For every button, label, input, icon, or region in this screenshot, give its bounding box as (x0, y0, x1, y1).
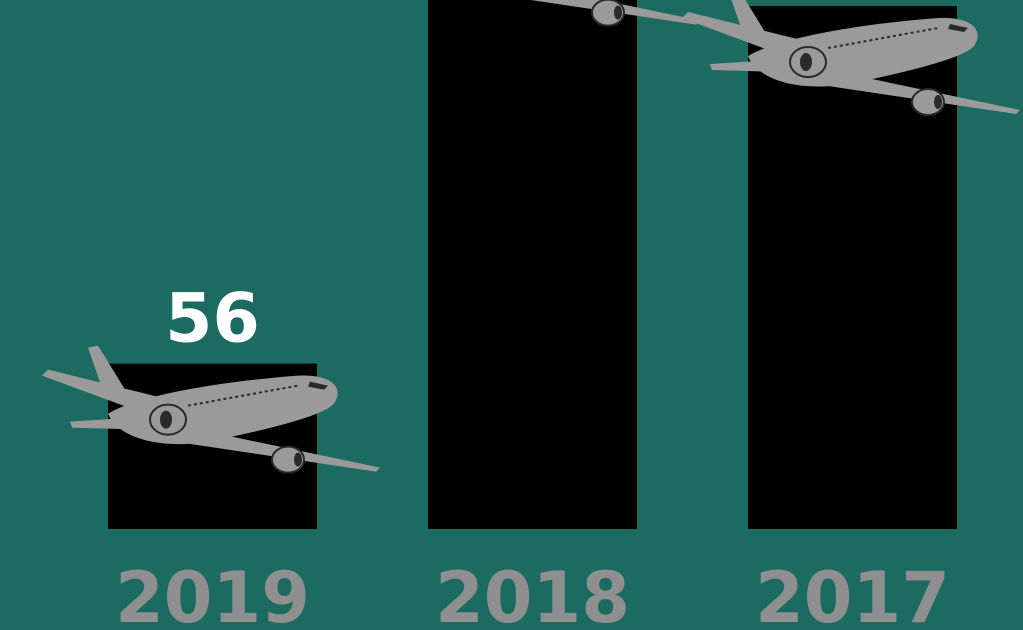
tick-label-2019: 2019 (115, 557, 310, 630)
data-label-2019: 56 (165, 280, 260, 359)
tick-label-2017: 2017 (755, 557, 950, 630)
data-label-2017: 64 (805, 0, 900, 1)
tick-label-2018: 2018 (435, 557, 630, 630)
labels-layer: 562019662018642017 (115, 0, 950, 630)
bars-layer (108, 0, 957, 530)
bar-2018 (428, 0, 637, 530)
